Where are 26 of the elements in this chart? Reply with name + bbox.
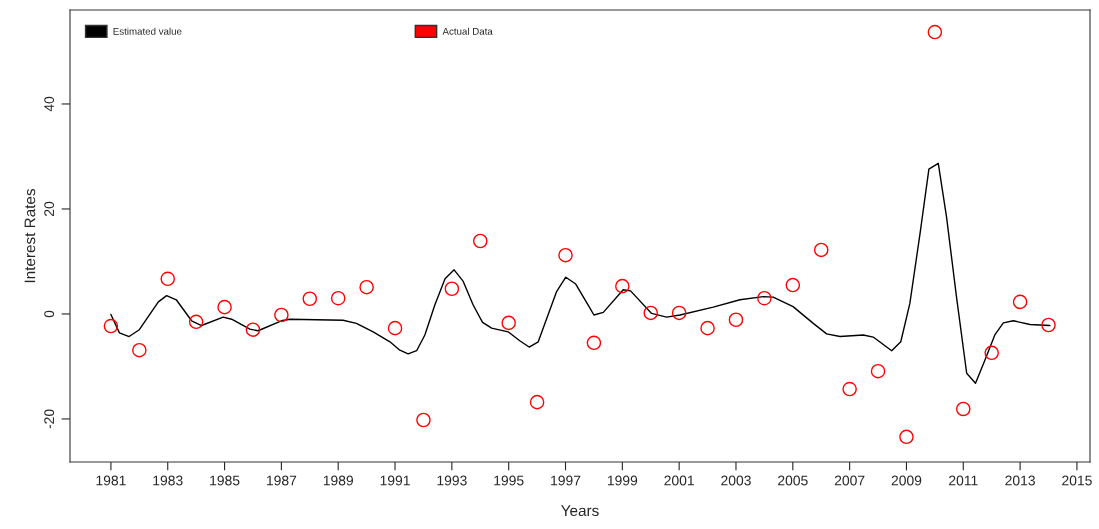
x-tick-label: 2009 [891, 475, 922, 486]
x-tick-label: 2003 [721, 475, 751, 486]
x-tick-label: 2005 [778, 475, 808, 486]
y-axis-title: Interest Rates [24, 189, 36, 283]
x-tick-label: 2015 [1062, 475, 1092, 486]
x-tick-label: 1987 [267, 475, 297, 486]
y-tick-label: 40 [44, 96, 55, 112]
x-tick-label: 2011 [949, 475, 978, 486]
x-tick-label: 1989 [323, 475, 353, 486]
x-tick-label: 1995 [494, 475, 524, 486]
x-tick-label: 1993 [437, 475, 467, 486]
x-tick-label: 1997 [551, 475, 581, 486]
y-tick-label: 20 [44, 201, 55, 216]
legend-label: Actual Data [442, 27, 493, 35]
x-tick-label: 2001 [664, 475, 694, 486]
x-tick-label: 1991 [380, 475, 410, 486]
legend-label: Estimated value [113, 27, 182, 35]
x-tick-label: 1985 [210, 475, 240, 486]
x-tick-label: 2013 [1005, 475, 1035, 486]
y-tick-label: -20 [44, 409, 55, 429]
x-tick-label: 1981 [96, 475, 126, 486]
x-axis-title: Years [561, 505, 599, 517]
y-tick-label: 0 [44, 310, 55, 318]
x-tick-label: 1999 [607, 475, 638, 486]
x-tick-label: 1983 [153, 475, 183, 486]
x-tick-label: 2007 [834, 475, 865, 486]
